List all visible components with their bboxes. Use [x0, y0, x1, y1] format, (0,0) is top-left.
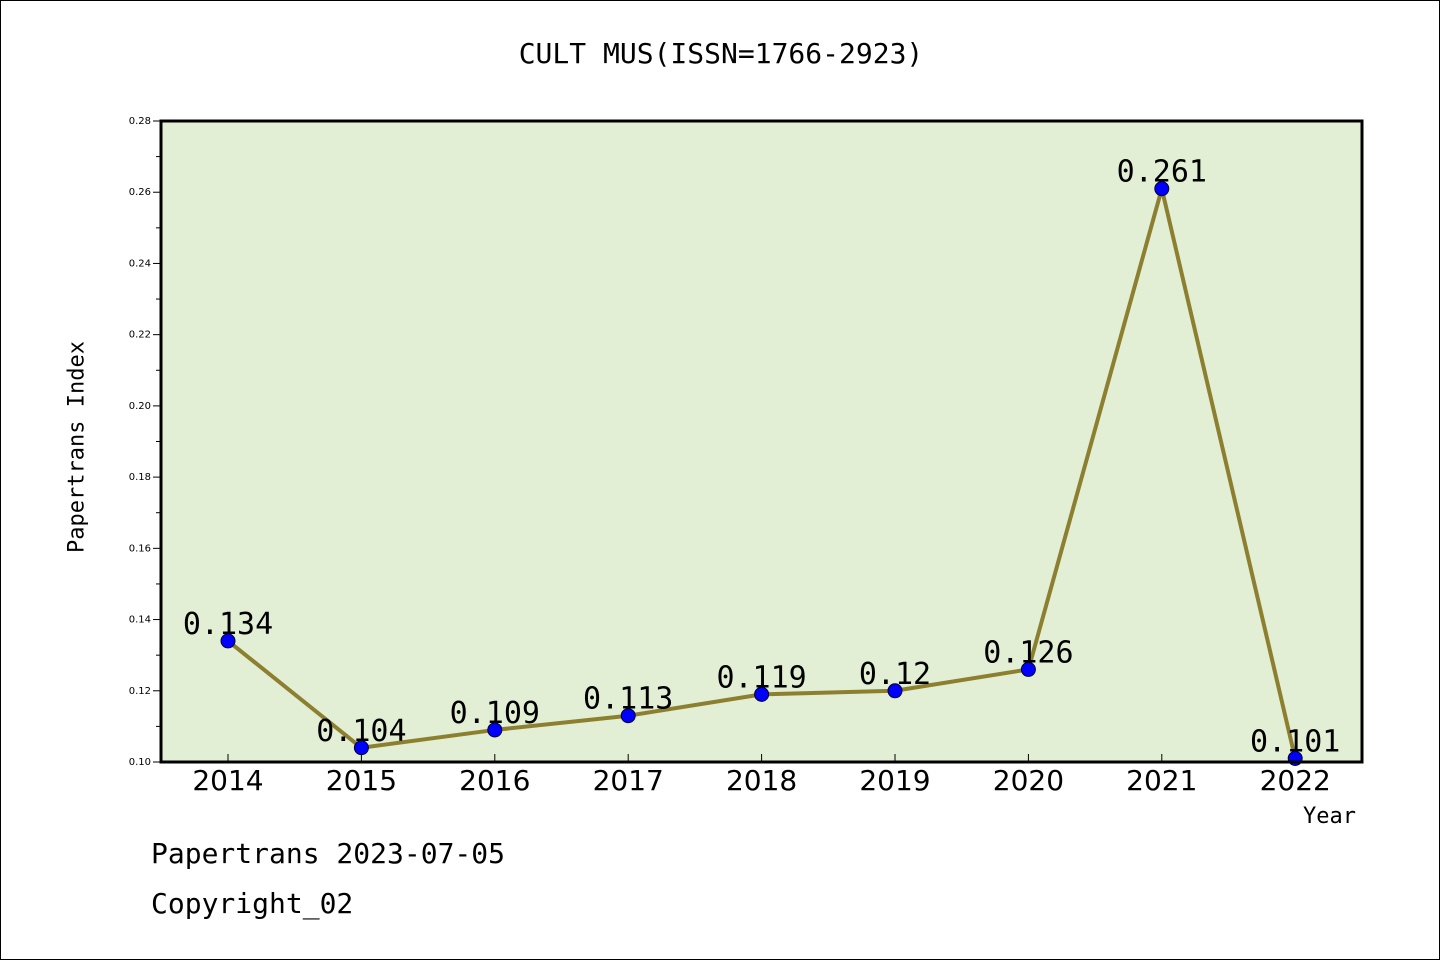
x-tick-label: 2018	[726, 764, 797, 797]
y-tick-label: 0.10	[129, 757, 151, 768]
data-point-2016	[487, 722, 503, 738]
x-tick-label: 2015	[326, 764, 397, 797]
data-label-2022: 0.101	[1250, 724, 1340, 759]
data-point-2015	[353, 740, 369, 756]
x-tick-label: 2014	[192, 764, 263, 797]
data-label-2016: 0.109	[450, 696, 540, 731]
data-point-2019	[887, 683, 903, 699]
x-tick-label: 2019	[859, 764, 930, 797]
x-tick-label: 2016	[459, 764, 530, 797]
data-label-2017: 0.113	[583, 682, 673, 717]
data-point-2020	[1020, 661, 1036, 677]
data-label-2021: 0.261	[1117, 155, 1207, 190]
y-tick-label: 0.28	[129, 116, 151, 127]
data-label-2020: 0.126	[983, 635, 1073, 670]
x-axis-label: Year	[1303, 804, 1356, 829]
data-label-2019: 0.12	[859, 657, 931, 692]
y-tick-label: 0.26	[129, 187, 151, 198]
y-axis-ticks: 0.10 0.12 0.14 0.16 0.18 0.20 0.22 0.24 0.26 0.28	[129, 116, 161, 768]
data-label-2015: 0.104	[316, 714, 406, 749]
data-point-2021	[1154, 181, 1170, 197]
footer-date: Papertrans 2023-07-05	[151, 837, 506, 870]
x-axis-ticks: 2014 2015 2016 2017 2018 2019 2020 2021 2022	[192, 754, 1331, 797]
chart-title: CULT MUS(ISSN=1766-2923)	[518, 37, 924, 70]
data-label-2014: 0.134	[183, 607, 273, 642]
series-markers	[220, 181, 1303, 766]
y-tick-label: 0.14	[129, 615, 151, 626]
footer-copyright: Copyright_02	[151, 887, 354, 920]
x-tick-label: 2017	[593, 764, 664, 797]
x-tick-label: 2020	[993, 764, 1064, 797]
data-labels: 0.134 0.104 0.109 0.113 0.119 0.12 0.126 0.261 0…	[183, 155, 1341, 760]
y-tick-label: 0.20	[129, 401, 151, 412]
y-tick-label: 0.24	[129, 258, 151, 269]
y-tick-label: 0.18	[129, 472, 151, 483]
x-tick-label: 2021	[1126, 764, 1197, 797]
data-point-2017	[620, 708, 636, 724]
y-tick-label: 0.16	[129, 543, 151, 554]
data-point-2014	[220, 633, 236, 649]
y-tick-label: 0.12	[129, 686, 151, 697]
plot-area	[161, 121, 1362, 762]
y-tick-label: 0.22	[129, 330, 151, 341]
plot-border	[159, 119, 1364, 764]
x-tick-label: 2022	[1260, 764, 1331, 797]
data-point-2018	[754, 686, 770, 702]
data-label-2018: 0.119	[716, 660, 806, 695]
